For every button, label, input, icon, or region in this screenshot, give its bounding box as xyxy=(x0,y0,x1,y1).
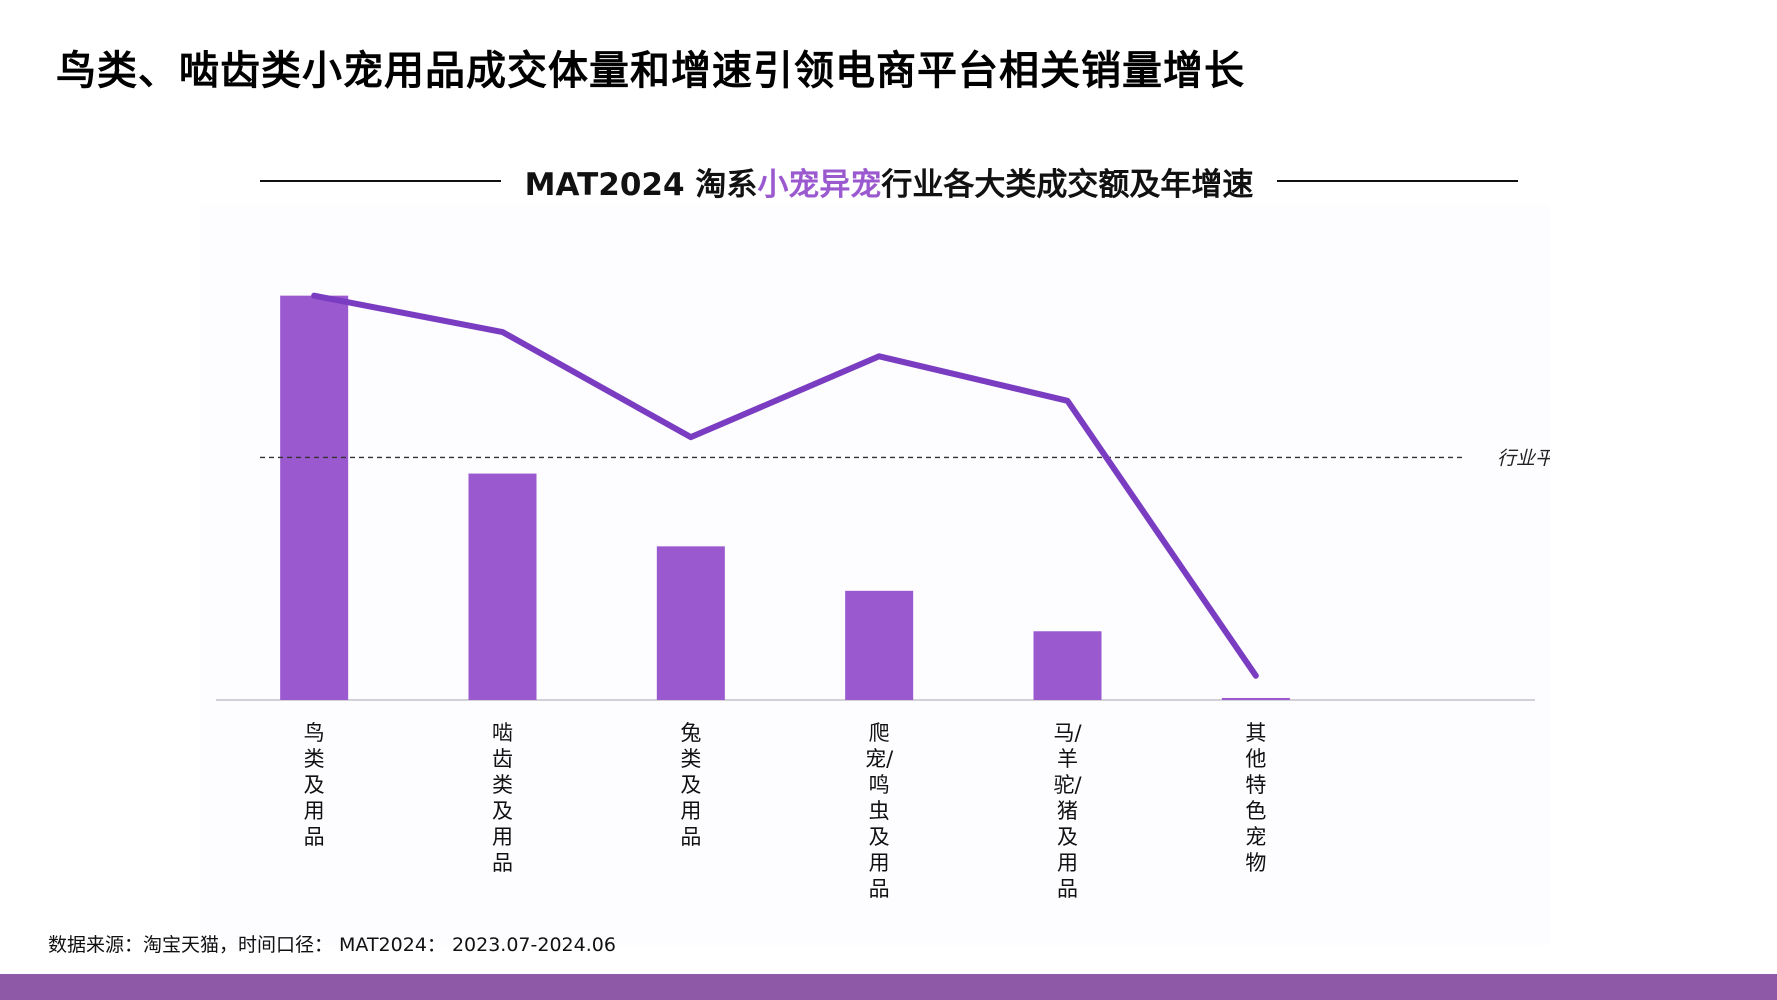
chart-title-wrap: MAT2024 淘系小宠异宠行业各大类成交额及年增速 xyxy=(260,158,1518,204)
chart-title-part-1: MAT2024 淘系 xyxy=(524,166,758,203)
category-label-5: 其他特色宠物 xyxy=(1245,721,1267,875)
category-label-1: 啮齿类及用品 xyxy=(492,721,513,875)
bar-5 xyxy=(1221,697,1290,700)
bar-4 xyxy=(1033,631,1102,700)
page-title: 鸟类、啮齿类小宠用品成交体量和增速引领电商平台相关销量增长 xyxy=(56,48,1245,94)
title-rule-left xyxy=(260,180,501,182)
bar-1 xyxy=(468,473,537,700)
bar-2 xyxy=(656,546,725,700)
bar-0 xyxy=(280,295,349,700)
bottom-accent-bar xyxy=(0,974,1777,1000)
chart-area: 行业平均增长率 鸟类及用品 啮齿类及用品 兔类及用品 爬宠/鸣虫及用品 马/羊驼/猪及用… xyxy=(200,205,1550,945)
category-label-0: 鸟类及用品 xyxy=(303,721,325,849)
growth-line xyxy=(311,292,1259,679)
reference-line-label: 行业平均增长率 xyxy=(1497,447,1550,469)
chart-title-part-3: 行业各大类成交额及年增速 xyxy=(881,166,1254,203)
category-label-4: 马/羊驼/猪及用品 xyxy=(1053,721,1082,901)
category-label-3: 爬宠/鸣虫及用品 xyxy=(865,721,894,901)
category-label-2: 兔类及用品 xyxy=(680,721,702,849)
title-rule-right xyxy=(1277,180,1518,182)
bar-3 xyxy=(845,590,914,700)
chart-title-highlight: 小宠异宠 xyxy=(757,166,882,203)
chart-title: MAT2024 淘系小宠异宠行业各大类成交额及年增速 xyxy=(501,159,1278,204)
chart-svg: 行业平均增长率 xyxy=(216,292,1550,701)
data-source-note: 数据来源：淘宝天猫，时间口径： MAT2024： 2023.07-2024.06 xyxy=(48,934,616,956)
